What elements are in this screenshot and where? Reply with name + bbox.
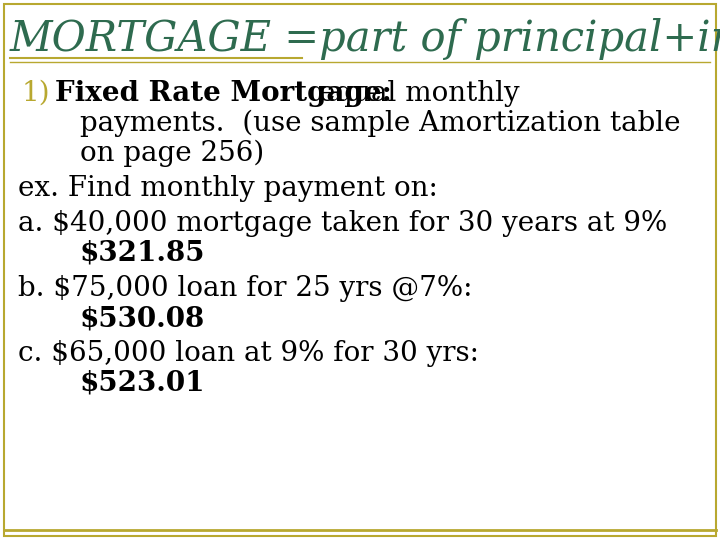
Text: ex. Find monthly payment on:: ex. Find monthly payment on: — [18, 175, 438, 202]
Text: $530.08: $530.08 — [80, 305, 205, 332]
Text: a. $40,000 mortgage taken for 30 years at 9%: a. $40,000 mortgage taken for 30 years a… — [18, 210, 667, 237]
Text: MORTGAGE =part of principal+interest: MORTGAGE =part of principal+interest — [10, 18, 720, 60]
Text: c. $65,000 loan at 9% for 30 yrs:: c. $65,000 loan at 9% for 30 yrs: — [18, 340, 479, 367]
Text: $523.01: $523.01 — [80, 370, 205, 397]
Text: on page 256): on page 256) — [80, 140, 264, 167]
Text: equal monthly: equal monthly — [310, 80, 520, 107]
Text: payments.  (use sample Amortization table: payments. (use sample Amortization table — [80, 110, 680, 137]
Text: b. $75,000 loan for 25 yrs @7%:: b. $75,000 loan for 25 yrs @7%: — [18, 275, 472, 302]
Text: Fixed Rate Mortgage:: Fixed Rate Mortgage: — [55, 80, 392, 107]
Text: 1): 1) — [22, 80, 50, 107]
Text: $321.85: $321.85 — [80, 240, 205, 267]
